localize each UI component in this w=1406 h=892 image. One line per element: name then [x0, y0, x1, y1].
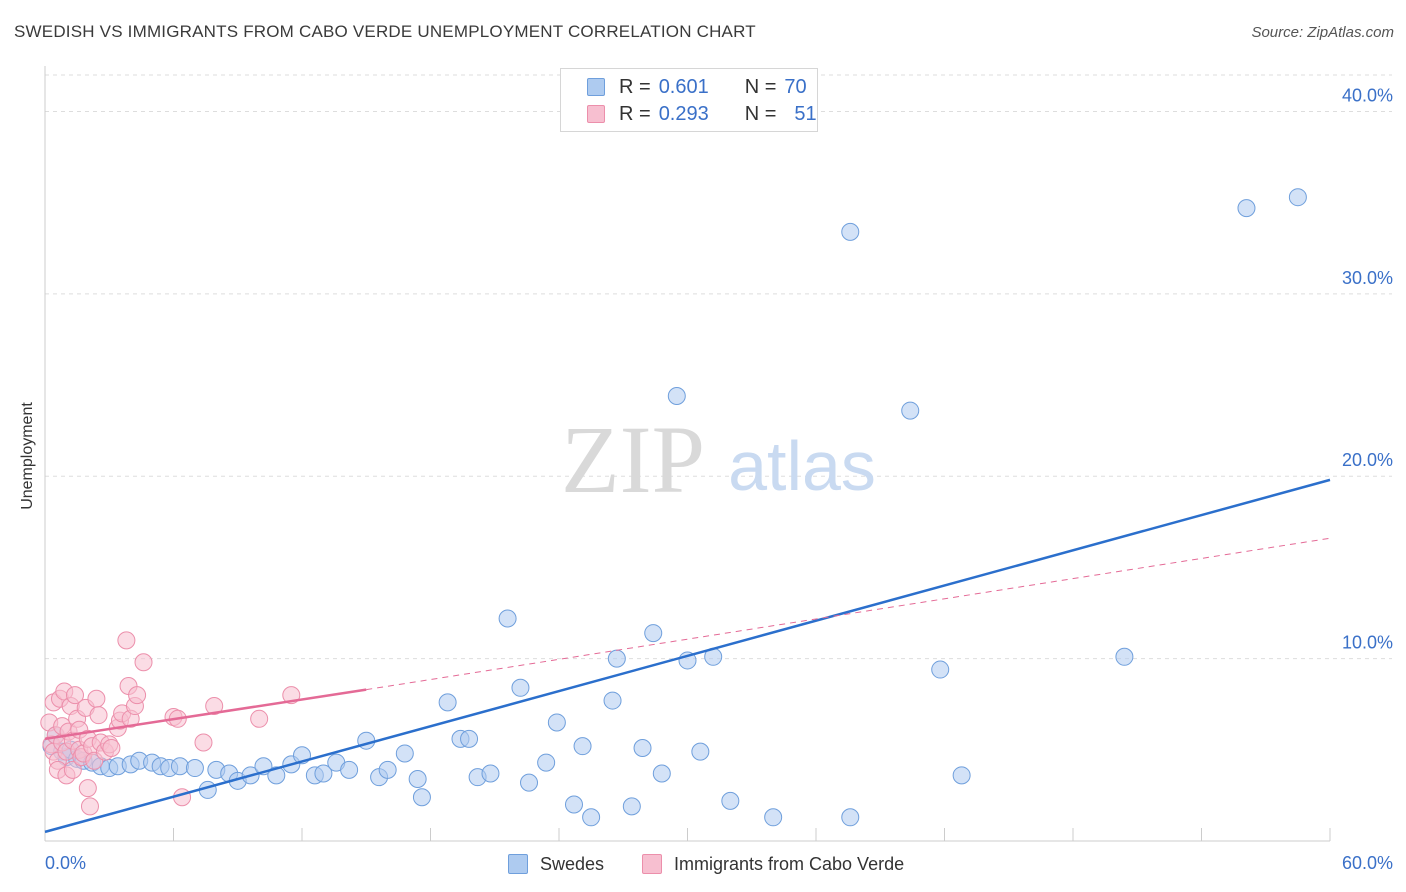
cabo-verde-point: [134, 653, 153, 672]
watermark: ZIP atlas: [561, 406, 876, 513]
cabo-verde-point: [205, 697, 224, 716]
cabo-verde-point: [117, 631, 136, 650]
legend-row-swedes: R = 0.601 N = 70: [587, 75, 807, 99]
swedes-point: [764, 808, 783, 827]
cabo-verde-point: [250, 709, 269, 728]
swedes-point: [412, 788, 431, 807]
n-label: N =: [744, 102, 777, 125]
cabo-verde-legend-swatch: [642, 854, 662, 874]
cabo-verde-point: [128, 686, 147, 705]
swedes-point: [564, 795, 583, 814]
swedes-point: [1115, 647, 1134, 666]
swedes-point: [841, 808, 860, 827]
cabo-verde-point: [194, 733, 213, 752]
swedes-point: [438, 693, 457, 712]
swedes-n-value: 70: [784, 75, 807, 98]
data-points: [40, 188, 1307, 827]
swedes-point: [460, 729, 479, 748]
swedes-point: [952, 766, 971, 785]
swedes-point: [511, 678, 530, 697]
cabo-verde-point: [89, 706, 108, 725]
cabo-verde-point: [65, 686, 84, 705]
y-tick-label: 20.0%: [1342, 450, 1393, 470]
swedes-point: [652, 764, 671, 783]
cabo-verde-point: [87, 689, 106, 708]
swedes-point: [537, 753, 556, 772]
swedes-point: [667, 386, 686, 405]
cabo-verde-point: [63, 760, 82, 779]
chart-title: SWEDISH VS IMMIGRANTS FROM CABO VERDE UN…: [14, 22, 756, 41]
swedes-point: [644, 624, 663, 643]
y-tick-label: 30.0%: [1342, 268, 1393, 288]
cabo-verde-r-value: 0.293: [658, 102, 709, 125]
swedes-point: [314, 764, 333, 783]
swedes-legend-swatch: [508, 854, 528, 874]
watermark-zip: ZIP: [561, 406, 705, 513]
swedes-point: [607, 649, 626, 668]
swedes-point: [622, 797, 641, 816]
r-label: R =: [619, 75, 651, 98]
swedes-trend-line: [44, 478, 1331, 834]
cabo-verde-trend-line: [44, 688, 367, 741]
axes: [44, 66, 1331, 842]
legend-row-cabo-verde: R = 0.293 N = 51: [587, 102, 817, 126]
swedes-point: [185, 759, 204, 778]
x-tick-label: 0.0%: [45, 853, 86, 873]
cabo-verde-point: [102, 738, 121, 757]
swedes-point: [520, 773, 539, 792]
swedes-point: [691, 742, 710, 761]
source-label: Source: ZipAtlas.com: [1251, 24, 1394, 41]
tick-labels: 10.0% 20.0% 30.0% 40.0% 0.0% 60.0%: [45, 85, 1393, 873]
watermark-atlas: atlas: [728, 427, 876, 505]
cabo-verde-swatch: [587, 105, 605, 123]
cabo-verde-trend-extension: [366, 537, 1331, 691]
grid-lines: [45, 74, 1392, 660]
swedes-point: [481, 764, 500, 783]
y-tick-label: 40.0%: [1342, 85, 1393, 105]
swedes-point: [573, 737, 592, 756]
swedes-point: [841, 222, 860, 241]
cabo-verde-n-value: 51: [794, 102, 817, 125]
swedes-point: [582, 808, 601, 827]
cabo-verde-point: [80, 797, 99, 816]
swedes-point: [267, 766, 286, 785]
swedes-point: [1237, 199, 1256, 218]
swedes-point: [498, 609, 517, 628]
legend-item-swedes[interactable]: Swedes: [508, 850, 604, 878]
swedes-r-value: 0.601: [658, 75, 709, 98]
swedes-point: [408, 769, 427, 788]
cabo-verde-point: [78, 779, 97, 798]
swedes-point: [378, 760, 397, 779]
correlation-legend: R = 0.601 N = 70 R = 0.293 N = 51: [560, 68, 818, 132]
legend-item-cabo-verde[interactable]: Immigrants from Cabo Verde: [642, 850, 904, 878]
trend-lines: [44, 478, 1331, 834]
swedes-point: [603, 691, 622, 710]
swedes-legend-label: Swedes: [540, 853, 605, 874]
r-label: R =: [619, 102, 651, 125]
swedes-point: [340, 760, 359, 779]
swedes-point: [633, 738, 652, 757]
n-label: N =: [744, 75, 777, 98]
swedes-point: [170, 757, 189, 776]
swedes-point: [1288, 188, 1307, 207]
y-axis-label: Unemployment: [19, 402, 36, 510]
swedes-point: [395, 744, 414, 763]
x-tick-label: 60.0%: [1342, 853, 1393, 873]
swedes-swatch: [587, 78, 605, 96]
swedes-point: [901, 401, 920, 420]
swedes-point: [931, 660, 950, 679]
swedes-point: [547, 713, 566, 732]
cabo-verde-legend-label: Immigrants from Cabo Verde: [674, 853, 905, 874]
y-tick-label: 10.0%: [1342, 633, 1393, 653]
swedes-point: [721, 791, 740, 810]
